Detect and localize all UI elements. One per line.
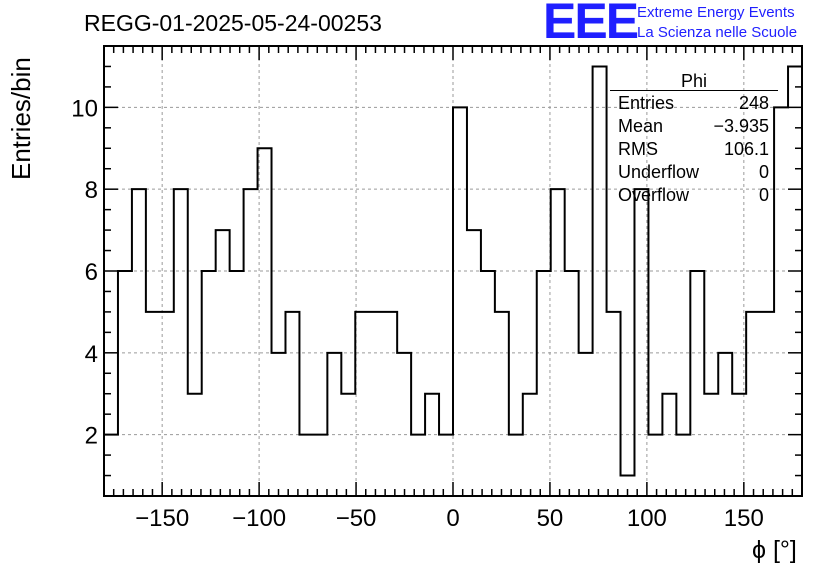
y-tick-label: 10 [71, 95, 98, 122]
eee-logo: EEE [543, 0, 639, 49]
y-axis-label: Entries/bin [6, 57, 36, 180]
stats-label-rms: RMS [618, 139, 658, 159]
stats-value-underflow: 0 [758, 162, 769, 182]
stats-label-underflow: Underflow [618, 162, 700, 182]
x-tick-label: −100 [232, 505, 286, 532]
axis-ticks [104, 46, 802, 496]
x-tick-label: 0 [446, 505, 459, 532]
y-tick-label: 6 [85, 259, 98, 286]
stats-value-rms: 106.1 [723, 139, 769, 159]
x-tick-label: 100 [627, 505, 667, 532]
x-tick-label: −50 [336, 505, 377, 532]
y-tick-label: 2 [85, 423, 98, 450]
y-tick-label: 8 [85, 177, 98, 204]
stats-value-mean: −3.935 [713, 116, 769, 136]
stats-label-overflow: Overflow [618, 185, 690, 205]
stats-label-entries: Entries [618, 93, 675, 113]
stats-label-mean: Mean [618, 116, 664, 136]
x-tick-label: −150 [135, 505, 189, 532]
stats-title: Phi [680, 71, 707, 91]
x-axis-label: ϕ [°] [752, 536, 797, 564]
stats-value-overflow: 0 [758, 185, 769, 205]
x-tick-label: 150 [724, 505, 764, 532]
x-tick-label: 50 [537, 505, 564, 532]
logo-line-2: La Scienza nelle Scuole [637, 24, 798, 41]
histogram-outline [104, 65, 802, 477]
stats-value-entries: 248 [738, 93, 769, 113]
run-title: REGG-01-2025-05-24-00253 [84, 10, 382, 36]
tick-labels: −150 −100 −50 0 50 100 150 2 4 6 8 10 [71, 95, 764, 532]
logo-line-1: Extreme Energy Events [637, 4, 795, 21]
y-tick-label: 4 [85, 341, 98, 368]
stats-divider [610, 90, 778, 91]
plot-frame [103, 45, 803, 497]
